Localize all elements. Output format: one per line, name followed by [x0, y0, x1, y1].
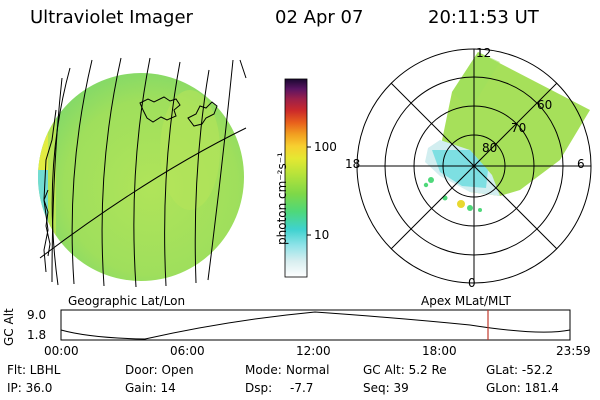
- polar-label-12: 12: [476, 46, 492, 60]
- info-ip: IP: 36.0: [7, 381, 53, 395]
- alt-xtick-0600: 06:00: [170, 344, 205, 358]
- alt-ytick-9: 9.0: [27, 308, 47, 322]
- right-panel-label: Apex MLat/MLT: [421, 294, 511, 308]
- polar-label-18: 18: [345, 157, 361, 171]
- polar-label-6: 6: [577, 157, 585, 171]
- info-glat: GLat: -52.2: [486, 363, 553, 377]
- alt-xtick-1200: 12:00: [296, 344, 331, 358]
- polar-label-0: 0: [468, 276, 476, 290]
- alt-xtick-0000: 00:00: [44, 344, 79, 358]
- info-gc-alt: GC Alt: 5.2 Re: [363, 363, 447, 377]
- alt-ytick-1-8: 1.8: [27, 328, 47, 342]
- info-mode-value: Normal: [286, 363, 330, 377]
- alt-xtick-1800: 18:00: [422, 344, 457, 358]
- colorbar-label: photon cm⁻²s⁻¹: [275, 152, 289, 245]
- header-date: 02 Apr 07: [275, 7, 364, 28]
- earth-disk-image: [38, 57, 247, 288]
- app-title: Ultraviolet Imager: [30, 7, 193, 28]
- colorbar-tick-100: 100: [314, 140, 337, 154]
- info-door: Door: Open: [125, 363, 194, 377]
- header-time: 20:11:53 UT: [428, 7, 539, 28]
- polar-plot: [356, 48, 592, 284]
- info-flt: Flt: LBHL: [7, 363, 61, 377]
- info-dsp-value: -7.7: [290, 381, 314, 395]
- altitude-plot: [60, 309, 571, 341]
- polar-lat-80: 80: [482, 141, 498, 155]
- polar-lat-60: 60: [537, 98, 553, 112]
- info-dsp-label: Dsp:: [245, 381, 273, 395]
- left-panel-label: Geographic Lat/Lon: [68, 294, 186, 308]
- polar-lat-70: 70: [511, 121, 527, 135]
- colorbar: [284, 78, 311, 278]
- alt-xtick-2359: 23:59: [556, 344, 591, 358]
- colorbar-tick-10: 10: [314, 228, 330, 242]
- info-glon: GLon: 181.4: [486, 381, 559, 395]
- alt-ylabel: GC Alt: [2, 308, 16, 346]
- info-gain: Gain: 14: [125, 381, 176, 395]
- info-mode-label: Mode:: [245, 363, 282, 377]
- info-seq: Seq: 39: [363, 381, 409, 395]
